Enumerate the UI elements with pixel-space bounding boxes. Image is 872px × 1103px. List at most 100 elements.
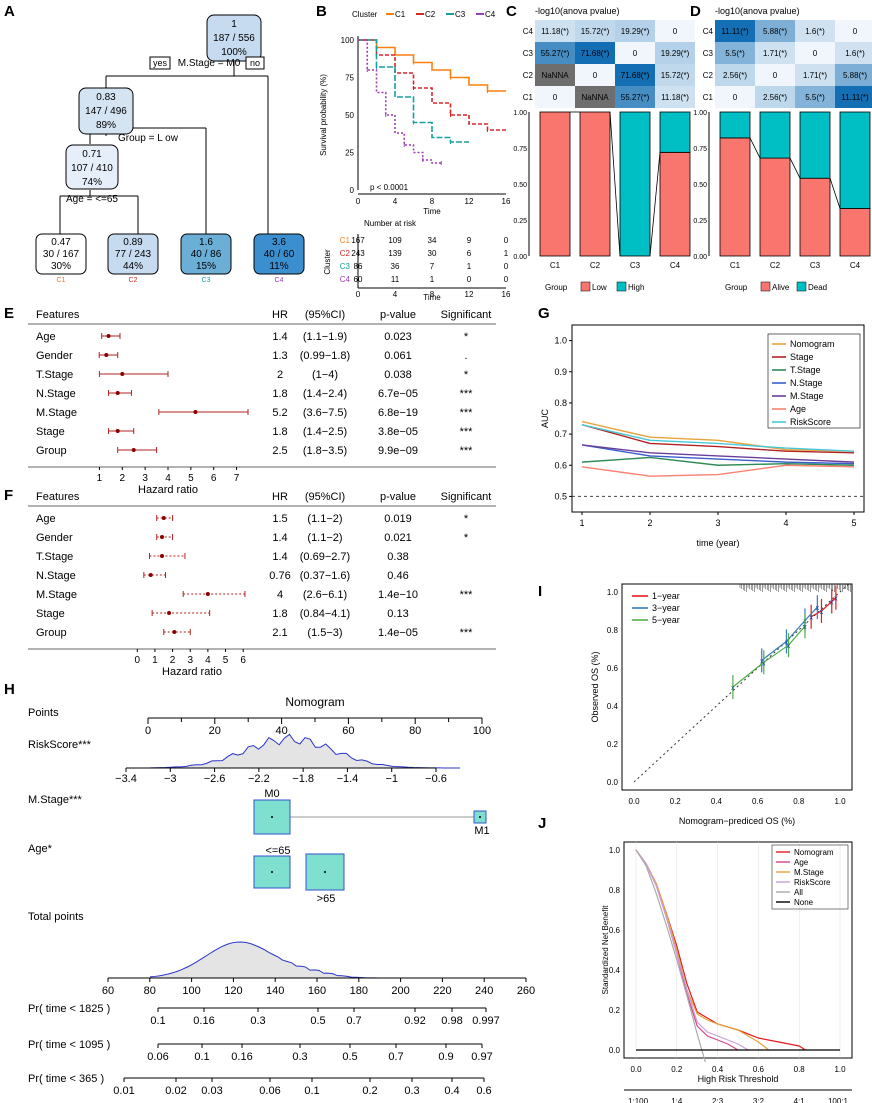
- split-label: Group = L ow: [118, 133, 179, 144]
- legend-label: High: [628, 283, 644, 292]
- auc-line-T.Stage: [581, 456, 855, 466]
- heatmap-cell: [715, 64, 755, 86]
- heatmap-cell: [615, 86, 655, 108]
- significance: *: [464, 513, 469, 525]
- feature-label: T.Stage: [36, 551, 73, 563]
- hr-value: 1.8: [272, 426, 287, 438]
- calib-point-x: x: [787, 643, 791, 650]
- y-tick-label: 25: [345, 149, 354, 158]
- heatmap-cell: [835, 42, 872, 64]
- hr-value: 1.4: [272, 532, 287, 544]
- riskscore-density-line: [149, 733, 461, 769]
- tick-label: 40: [275, 725, 287, 737]
- feature-label: T.Stage: [36, 369, 73, 381]
- tick-label: M0: [264, 788, 279, 800]
- box-dot: [271, 816, 273, 818]
- x-tick-label: 0.2: [671, 1065, 683, 1074]
- heatmap-cell: [655, 64, 695, 86]
- forest-header: Features: [36, 309, 80, 321]
- heatmap-cell-value: 11.11(*): [721, 27, 749, 36]
- x-tick-label: 0.4: [712, 1065, 724, 1074]
- risk-value: 0: [504, 275, 509, 284]
- x-tick-label: 6: [211, 473, 217, 484]
- significance: ***: [460, 627, 474, 639]
- dca-line-All: [635, 849, 706, 1063]
- legend-label: RiskScore: [794, 878, 831, 887]
- tree-node: [65, 144, 119, 190]
- leaf-cluster-label: C4: [275, 277, 284, 284]
- risk-x-tick: 0: [356, 290, 361, 299]
- tick-label: 0.4: [444, 1085, 459, 1097]
- row-label: Points: [28, 707, 59, 719]
- tick-label: 100: [473, 725, 491, 737]
- tick-label: 0.97: [471, 1051, 492, 1063]
- bar-segment-Alive: [839, 208, 871, 257]
- yes-label: yes: [153, 58, 168, 68]
- row-label: Age*: [28, 843, 53, 855]
- hr-value: 1.4: [272, 331, 287, 343]
- y-axis-title: Observed OS (%): [590, 651, 600, 722]
- heatmap-cell: [795, 86, 835, 108]
- y-tick-label: 0.8: [607, 626, 619, 635]
- heatmap-row-label: C2: [523, 71, 534, 80]
- hr-point: [104, 353, 109, 357]
- nomogram-title: Nomogram: [285, 695, 344, 709]
- bar-connector: [829, 178, 841, 209]
- heatmap-cell-value: NaNNA: [581, 93, 609, 102]
- ci-value: (0.84−4.1): [300, 608, 350, 620]
- legend-box: [767, 333, 861, 429]
- tick-label: 0.6: [476, 1085, 491, 1097]
- forest-header: HR: [272, 309, 288, 321]
- p-value: 9.9e−09: [378, 445, 418, 457]
- x-tick-label: 3: [187, 655, 193, 666]
- calib-line-1−year: [810, 597, 837, 618]
- heatmap-cell-value: 55.27(*): [541, 49, 570, 58]
- tick-label: 80: [144, 985, 156, 997]
- x-tick-label: 0: [135, 655, 141, 666]
- p-value: 0.13: [387, 608, 408, 620]
- y-tick-label: 0.9: [554, 367, 567, 377]
- plot-frame: [621, 583, 853, 791]
- tick-label: −1.8: [292, 773, 314, 785]
- no-tag: [245, 56, 265, 70]
- leaf-text: 30 / 167: [43, 249, 80, 260]
- ci-value: (2.6−6.1): [303, 589, 347, 601]
- heatmap-cell-value: 15.72(*): [581, 27, 610, 36]
- ci-value: (3.6−7.5): [303, 407, 347, 419]
- legend-swatch: [760, 281, 771, 292]
- tick-label: 0.9: [438, 1051, 453, 1063]
- tree-node-root: [206, 14, 262, 62]
- tick-label: −1: [385, 773, 398, 785]
- hr-point: [115, 429, 120, 433]
- risk-value: 1: [430, 275, 435, 284]
- x-tick-label: 0.8: [793, 797, 805, 806]
- ci-value: (0.37−1.6): [300, 570, 350, 582]
- risk-row-label: C2: [340, 249, 351, 258]
- legend-label: Nomogram: [790, 339, 835, 349]
- tick-label: 240: [475, 985, 493, 997]
- hr-value: 2.1: [272, 627, 287, 639]
- heatmap-cell-value: 0: [593, 71, 598, 80]
- p-value: 1.4e−10: [378, 589, 418, 601]
- ci-value: (1.4−2.5): [303, 426, 347, 438]
- leaf-text: 1.6: [199, 237, 213, 248]
- significance: *: [464, 331, 469, 343]
- bar-segment-Low: [539, 111, 571, 257]
- y-tick-label: 75: [345, 74, 354, 83]
- node-text: 89%: [96, 120, 116, 131]
- risk-value: 0: [504, 236, 509, 245]
- y-tick-label: 0.2: [609, 1006, 621, 1015]
- panel-f-forest: Features HR (95%CI) p-value Significant Age 1.…: [28, 491, 496, 678]
- feature-label: N.Stage: [36, 570, 76, 582]
- plot-frame: [623, 841, 853, 1059]
- heatmap-cell: [615, 64, 655, 86]
- x-axis-title: Nomogram−prediced OS (%): [679, 816, 795, 826]
- y-tick-label: 0.0: [609, 1046, 621, 1055]
- forest-header: Significant: [441, 491, 492, 503]
- risk-value: 6: [467, 249, 472, 258]
- y-tick-label: 50: [345, 111, 354, 120]
- heatmap-cell-value: NaNNA: [541, 71, 569, 80]
- legend-label: 5−year: [652, 615, 680, 625]
- heatmap-cell: [835, 86, 872, 108]
- tree-leaf-c2: [107, 233, 159, 275]
